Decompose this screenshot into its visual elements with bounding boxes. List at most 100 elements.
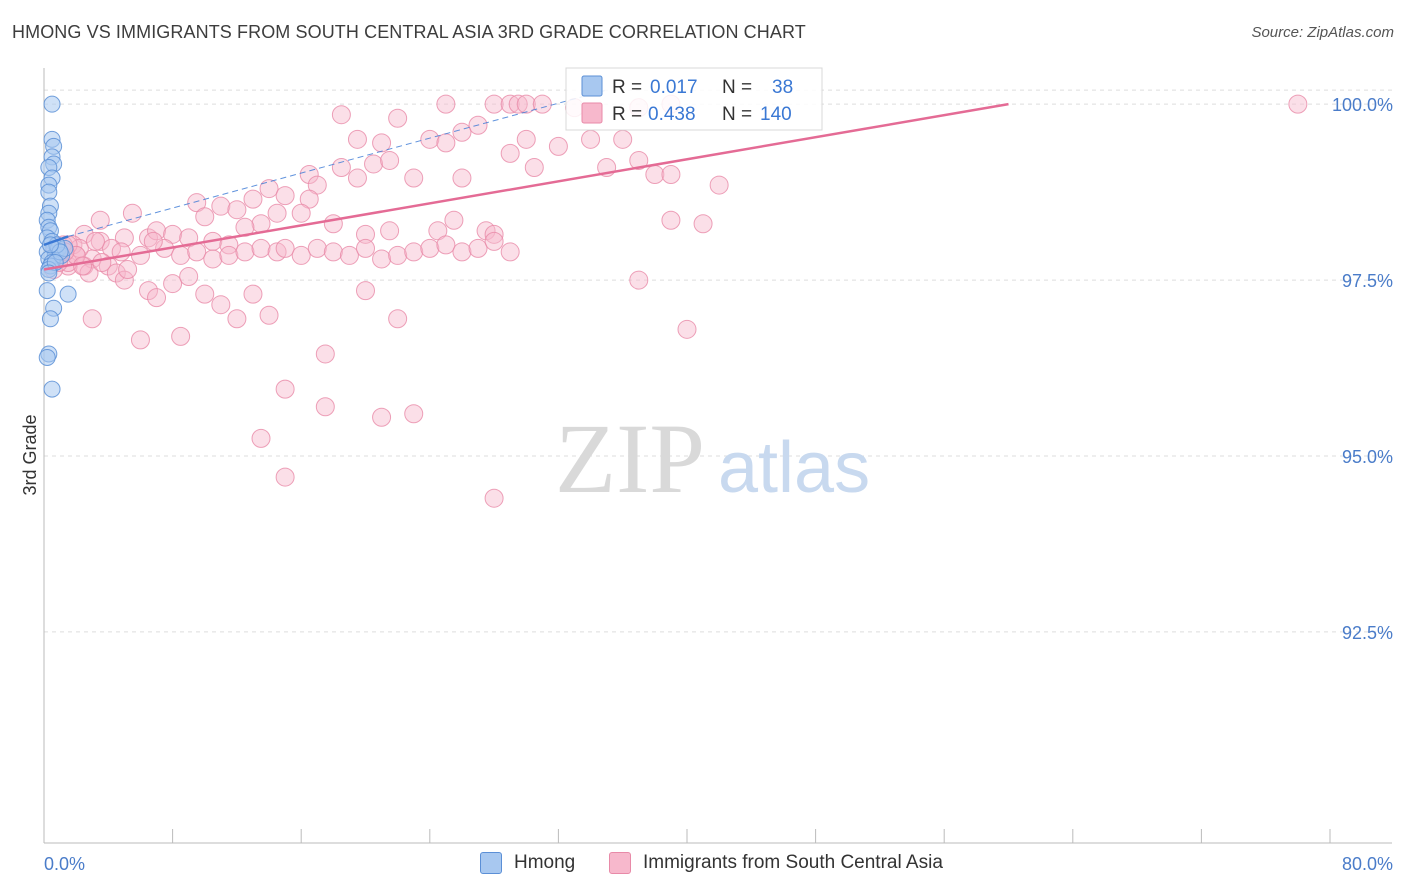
y-tick-label: 100.0% bbox=[1332, 95, 1393, 115]
stats-n-label-2: N = bbox=[722, 104, 752, 125]
legend-swatch-hmong bbox=[480, 852, 502, 874]
immigrants-point bbox=[106, 263, 126, 283]
immigrants-point bbox=[452, 242, 472, 262]
immigrants-point bbox=[92, 252, 112, 272]
immigrants-point bbox=[195, 284, 215, 304]
stats-legend-hmong-swatch bbox=[581, 75, 603, 97]
immigrants-point bbox=[516, 129, 536, 149]
immigrants-point bbox=[187, 193, 207, 213]
immigrants-point bbox=[347, 129, 367, 149]
immigrants-point bbox=[661, 210, 681, 230]
stats-r-label-2: R = bbox=[612, 104, 642, 125]
stats-r-label-1: R = bbox=[612, 77, 642, 98]
legend-swatch-immigrants bbox=[609, 852, 631, 874]
hmong-point bbox=[59, 285, 77, 303]
hmong-point bbox=[41, 310, 59, 328]
immigrants-point bbox=[693, 214, 713, 234]
immigrants-point bbox=[251, 238, 271, 258]
immigrants-point bbox=[532, 94, 552, 114]
immigrants-point bbox=[227, 200, 247, 220]
immigrants-point bbox=[436, 235, 456, 255]
source-label: Source: ZipAtlas.com bbox=[1251, 24, 1394, 41]
immigrants-point bbox=[219, 245, 239, 265]
immigrants-point bbox=[581, 129, 601, 149]
immigrants-point bbox=[629, 270, 649, 290]
immigrants-point bbox=[444, 210, 464, 230]
bottom-legend: Hmong Immigrants from South Central Asia bbox=[0, 848, 1406, 880]
immigrants-point bbox=[500, 242, 520, 262]
stats-legend: R = 0.017 N = 38 R = 0.438 N = 140 bbox=[565, 67, 823, 131]
gridlines bbox=[44, 89, 1392, 633]
immigrants-point bbox=[524, 157, 544, 177]
immigrants-point bbox=[404, 404, 424, 424]
immigrants-point bbox=[138, 281, 158, 301]
immigrants-point bbox=[203, 249, 223, 269]
immigrants-point bbox=[548, 136, 568, 156]
watermark-zip: ZIP bbox=[555, 403, 705, 514]
immigrants-point bbox=[171, 326, 191, 346]
immigrants-point bbox=[452, 122, 472, 142]
immigrants-point bbox=[163, 274, 183, 294]
immigrants-point bbox=[147, 221, 167, 241]
immigrants-point bbox=[661, 165, 681, 185]
immigrants-point bbox=[516, 94, 536, 114]
immigrants-point bbox=[380, 221, 400, 241]
immigrants-point bbox=[629, 150, 649, 170]
watermark-atlas: atlas bbox=[718, 428, 870, 508]
immigrants-point bbox=[372, 249, 392, 269]
immigrants-point bbox=[388, 309, 408, 329]
immigrants-point bbox=[122, 203, 142, 223]
stats-legend-frame bbox=[565, 67, 823, 131]
immigrants-point bbox=[251, 428, 271, 448]
legend-item-immigrants[interactable]: Immigrants from South Central Asia bbox=[609, 852, 943, 874]
immigrants-point bbox=[356, 238, 375, 258]
stats-n-label-1: N = bbox=[722, 77, 752, 98]
immigrants-point bbox=[677, 319, 697, 339]
immigrants-point bbox=[500, 143, 520, 163]
immigrants-point bbox=[143, 231, 163, 251]
y-axis-label: 3rd Grade bbox=[20, 414, 40, 495]
axes: 100.0% 97.5% 95.0% 92.5% bbox=[43, 68, 1393, 844]
immigrants-point bbox=[613, 129, 633, 149]
legend-label-hmong: Hmong bbox=[514, 852, 576, 873]
immigrants-series bbox=[44, 94, 1308, 508]
immigrants-point bbox=[484, 488, 504, 508]
hmong-trend-extension bbox=[67, 89, 607, 237]
immigrants-point bbox=[508, 94, 528, 114]
immigrants-point bbox=[356, 281, 375, 301]
immigrants-point bbox=[130, 245, 150, 265]
immigrants-point bbox=[364, 154, 384, 174]
immigrants-point bbox=[347, 168, 367, 188]
hmong-point bbox=[38, 348, 56, 366]
immigrants-point bbox=[307, 175, 327, 195]
hmong-point bbox=[38, 282, 56, 300]
immigrants-point bbox=[372, 407, 392, 427]
immigrants-point bbox=[372, 133, 392, 153]
immigrants-point bbox=[179, 267, 199, 287]
immigrants-trend-line bbox=[43, 102, 1009, 271]
hmong-series bbox=[38, 95, 77, 398]
stats-r-value-1: 0.017 bbox=[650, 77, 698, 98]
immigrants-point bbox=[388, 108, 408, 128]
immigrants-point bbox=[195, 207, 215, 227]
trend-lines bbox=[43, 89, 1009, 271]
immigrants-point bbox=[211, 295, 231, 315]
stats-r-value-2: 0.438 bbox=[648, 104, 696, 125]
immigrants-point bbox=[147, 288, 167, 308]
immigrants-point bbox=[275, 186, 295, 206]
immigrants-point bbox=[227, 309, 247, 329]
y-tick-label: 95.0% bbox=[1342, 447, 1393, 467]
legend-item-hmong[interactable]: Hmong bbox=[480, 852, 575, 874]
immigrants-point bbox=[484, 224, 504, 244]
immigrants-point bbox=[291, 245, 311, 265]
hmong-point bbox=[40, 183, 58, 201]
immigrants-point bbox=[452, 168, 472, 188]
immigrants-point bbox=[90, 231, 110, 251]
immigrants-point bbox=[85, 231, 105, 251]
x-tick-label-left: 0.0% bbox=[44, 854, 85, 874]
immigrants-point bbox=[315, 397, 335, 417]
immigrants-point bbox=[275, 379, 295, 399]
immigrants-point bbox=[130, 330, 150, 350]
immigrants-point bbox=[380, 150, 400, 170]
immigrants-point bbox=[331, 105, 351, 125]
